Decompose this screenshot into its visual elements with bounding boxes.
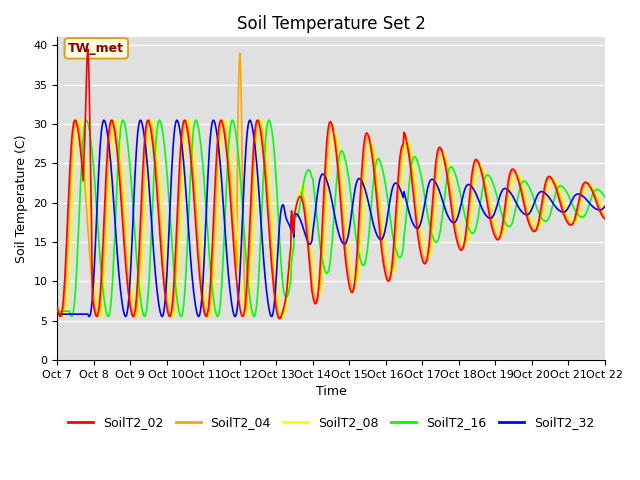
Title: Soil Temperature Set 2: Soil Temperature Set 2 [237,15,426,33]
Text: TW_met: TW_met [68,42,124,55]
X-axis label: Time: Time [316,385,346,398]
Y-axis label: Soil Temperature (C): Soil Temperature (C) [15,134,28,263]
Legend: SoilT2_02, SoilT2_04, SoilT2_08, SoilT2_16, SoilT2_32: SoilT2_02, SoilT2_04, SoilT2_08, SoilT2_… [63,411,600,434]
